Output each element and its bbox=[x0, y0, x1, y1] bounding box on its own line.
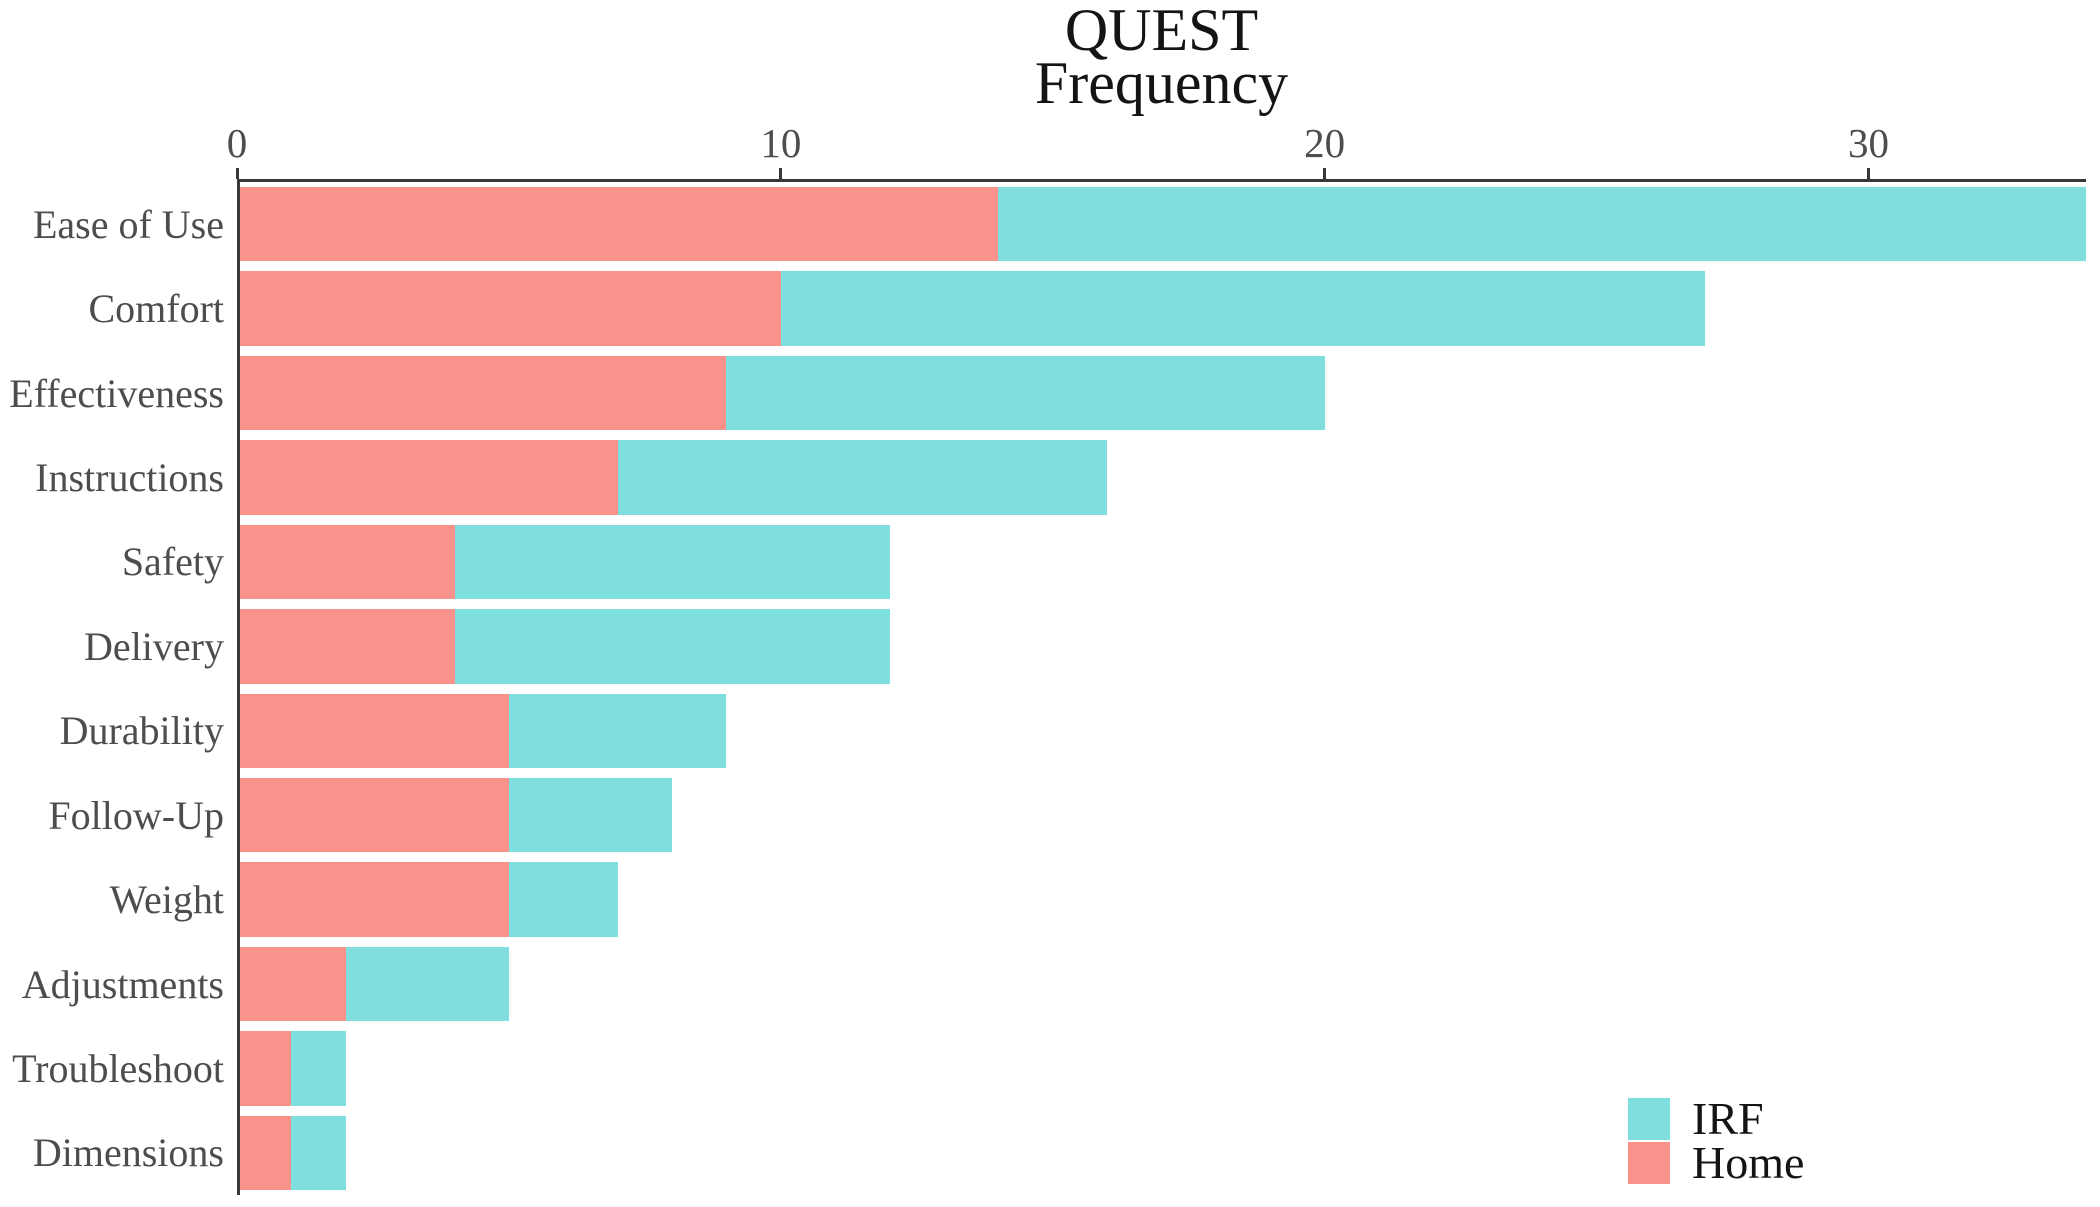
x-tick-label: 0 bbox=[226, 120, 248, 166]
legend-swatch-irf bbox=[1628, 1097, 1670, 1140]
bar-segment-home bbox=[237, 1031, 292, 1106]
legend-label: IRF bbox=[1692, 1093, 1764, 1144]
category-label: Weight bbox=[109, 877, 224, 923]
bar-row: Dimensions bbox=[0, 1111, 2086, 1195]
bar-segment-home bbox=[237, 187, 999, 262]
category-label: Follow-Up bbox=[48, 792, 224, 838]
category-label: Comfort bbox=[88, 286, 224, 332]
bar-track bbox=[237, 435, 2086, 519]
category-label: Adjustments bbox=[21, 961, 224, 1007]
bar-track bbox=[237, 182, 2086, 266]
legend-label: Home bbox=[1692, 1137, 1805, 1188]
bar-segment-irf bbox=[780, 271, 1706, 346]
bar-segment-irf bbox=[291, 1031, 346, 1106]
bar-segment-home bbox=[237, 693, 509, 768]
bar-segment-irf bbox=[508, 777, 673, 853]
bar-row: Safety bbox=[0, 520, 2086, 604]
bar-segment-home bbox=[237, 609, 455, 684]
bar-segment-home bbox=[237, 777, 509, 853]
bar-segment-home bbox=[237, 946, 346, 1022]
legend-item: Home bbox=[1628, 1137, 1805, 1188]
bar-segment-irf bbox=[291, 1115, 346, 1191]
bar-segment-irf bbox=[508, 862, 618, 937]
bar-segment-irf bbox=[998, 187, 2086, 262]
bar-row: Adjustments bbox=[0, 942, 2086, 1026]
x-tick-mark bbox=[779, 168, 783, 179]
x-axis-ticks: 0 10 20 30 bbox=[227, 120, 2086, 179]
bar-segment-irf bbox=[508, 693, 727, 768]
bar-track bbox=[237, 857, 2086, 941]
category-label: Instructions bbox=[35, 454, 224, 500]
bar-row: Instructions bbox=[0, 435, 2086, 519]
bar-track bbox=[237, 1111, 2086, 1195]
category-label: Dimensions bbox=[32, 1130, 224, 1176]
bar-segment-home bbox=[237, 862, 509, 937]
bar-row: Troubleshoot bbox=[0, 1026, 2086, 1110]
bar-row: Comfort bbox=[0, 266, 2086, 350]
legend-swatch-home bbox=[1628, 1141, 1670, 1184]
bar-track bbox=[237, 266, 2086, 350]
bar-row: Ease of Use bbox=[0, 182, 2086, 266]
bar-track bbox=[237, 689, 2086, 773]
bar-track bbox=[237, 604, 2086, 688]
plot-area: Ease of Use Comfort Effectiveness Instructi… bbox=[0, 182, 2086, 1195]
x-tick-label: 10 bbox=[760, 120, 802, 166]
category-label: Safety bbox=[121, 539, 224, 585]
bar-segment-home bbox=[237, 524, 455, 600]
bar-segment-home bbox=[237, 440, 618, 515]
y-axis-line bbox=[237, 179, 240, 1195]
bar-row: Weight bbox=[0, 857, 2086, 941]
category-label: Delivery bbox=[84, 623, 224, 669]
bar-row: Delivery bbox=[0, 604, 2086, 688]
bar-segment-home bbox=[237, 1115, 292, 1191]
chart-title-block: QUEST Frequency bbox=[237, 0, 2086, 116]
x-tick-mark bbox=[235, 168, 239, 179]
bar-segment-irf bbox=[345, 946, 509, 1022]
chart-title: QUEST bbox=[1064, 0, 1259, 63]
x-tick-mark bbox=[1866, 168, 1870, 179]
category-label: Durability bbox=[59, 708, 224, 754]
category-label: Troubleshoot bbox=[12, 1045, 224, 1091]
legend: IRF Home bbox=[1628, 1093, 1805, 1188]
legend-item: IRF bbox=[1628, 1093, 1804, 1144]
bar-segment-home bbox=[237, 271, 781, 346]
x-tick-mark bbox=[1323, 168, 1327, 179]
x-axis-line bbox=[237, 179, 2086, 182]
bar-track bbox=[237, 942, 2086, 1026]
category-label: Effectiveness bbox=[9, 370, 224, 416]
bar-segment-home bbox=[237, 355, 727, 431]
bar-row: Durability bbox=[0, 689, 2086, 773]
category-label: Ease of Use bbox=[32, 201, 224, 247]
bar-segment-irf bbox=[617, 440, 1108, 515]
bar-segment-irf bbox=[726, 355, 1325, 431]
x-tick-label: 30 bbox=[1847, 120, 1889, 166]
bar-track bbox=[237, 773, 2086, 857]
bar-segment-irf bbox=[454, 609, 890, 684]
bar-track bbox=[237, 351, 2086, 435]
bar-track bbox=[237, 1026, 2086, 1110]
bar-segment-irf bbox=[454, 524, 890, 600]
chart-subtitle: Frequency bbox=[1034, 50, 1289, 116]
bar-row: Follow-Up bbox=[0, 773, 2086, 857]
bar-row: Effectiveness bbox=[0, 351, 2086, 435]
x-tick-label: 20 bbox=[1304, 120, 1346, 166]
bar-track bbox=[237, 520, 2086, 604]
